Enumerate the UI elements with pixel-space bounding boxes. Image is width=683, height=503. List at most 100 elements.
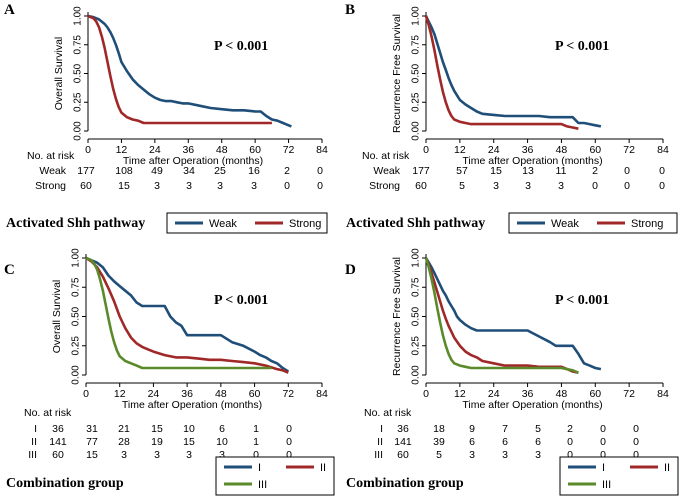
x-tick-label: 24 [488,144,500,156]
risk-value: 3 [154,180,160,192]
panel-label: D [345,262,356,278]
risk-value: 39 [433,436,445,448]
panel-label: A [4,2,15,18]
risk-value: 3 [525,180,531,192]
panel-label: B [345,2,355,18]
x-tick-label: 72 [283,144,295,156]
y-tick-label: 0.25 [411,336,422,356]
p-value: P < 0.001 [555,293,609,308]
x-tick-label: 60 [249,388,261,400]
risk-value: 49 [151,165,163,177]
legend-label: Strong [631,218,663,230]
risk-row-name: I [380,423,383,435]
x-tick-label: 0 [423,388,429,400]
risk-value: 141 [394,436,412,448]
risk-value: 0 [286,436,292,448]
x-tick-label: 36 [522,144,534,156]
risk-value: 3 [121,449,127,461]
risk-value: 11 [556,165,567,177]
risk-value: 36 [52,423,64,435]
risk-row-name: Weak [373,165,400,177]
risk-row-name: I [34,423,37,435]
risk-value: 77 [86,436,98,448]
survival-curve-weak [424,15,602,128]
risk-value: 25 [214,165,226,177]
risk-value: 15 [118,180,130,192]
risk-value: 177 [77,165,95,177]
x-tick-label: 24 [488,388,500,400]
y-tick-label: 0.75 [73,35,84,55]
risk-value: 0 [600,436,606,448]
risk-value: 0 [567,449,573,461]
x-tick-label: 24 [149,144,161,156]
risk-value: 5 [535,423,541,435]
y-tick-label: 0.25 [73,92,84,112]
risk-value: 34 [183,165,195,177]
risk-value: 0 [592,180,598,192]
risk-value: 15 [490,165,502,177]
legend-label: Weak [209,218,237,230]
risk-row-name: Weak [39,165,66,177]
risk-row-name: II [31,436,37,448]
x-tick-label: 36 [522,388,534,400]
legend-label: I [258,462,261,474]
x-tick-label: 12 [116,144,128,156]
y-tick-label: 0.50 [411,63,422,83]
x-tick-label: 36 [182,144,194,156]
survival-curve-i [85,256,289,373]
risk-value: 60 [52,449,64,461]
risk-value: 3 [217,180,223,192]
risk-value: 0 [624,165,630,177]
y-tick-label: 0.75 [71,277,82,297]
risk-value: 15 [151,423,163,435]
risk-table-header: No. at risk [24,407,72,419]
risk-value: 177 [412,165,430,177]
survival-curve-weak [87,14,292,128]
survival-curve-ii [85,256,289,374]
y-tick-label: 0.00 [411,365,422,385]
risk-value: 0 [600,449,606,461]
risk-value: 31 [86,423,98,435]
legend-label: III [602,479,611,491]
risk-value: 3 [502,449,508,461]
x-tick-label: 12 [454,388,466,400]
risk-value: 60 [80,180,92,192]
risk-value: 6 [535,436,541,448]
risk-value: 3 [493,180,499,192]
survival-curve-strong [424,15,579,130]
risk-value: 5 [436,449,442,461]
x-tick-label: 48 [556,388,568,400]
y-tick-label: 0.50 [71,306,82,326]
panel-d: D 0.00 0.25 0.50 0.75 1.00 Recurrence Free Sur… [345,248,679,496]
panel-label: C [4,262,15,278]
risk-value: 3 [469,449,475,461]
x-tick-label: 84 [316,388,328,400]
risk-row-name: III [28,449,37,461]
x-tick-label: 84 [657,144,669,156]
group-title: Activated Shh pathway [6,216,145,231]
p-value: P < 0.001 [555,39,609,54]
risk-value: 60 [397,449,409,461]
legend-box [215,456,335,496]
risk-value: 0 [659,165,665,177]
risk-value: 0 [633,436,639,448]
risk-value: 108 [115,165,133,177]
y-tick-label: 0.25 [71,336,82,356]
y-tick-label: 0.00 [71,365,82,385]
risk-value: 0 [633,449,639,461]
risk-value: 2 [592,165,598,177]
risk-value: 6 [502,436,508,448]
legend-label: Strong [289,218,321,230]
x-tick-label: 36 [181,388,193,400]
x-axis-title: Time after Operation (months) [122,399,262,411]
x-axis-title: Time after Operation (months) [123,155,263,167]
legend-box [166,212,328,234]
x-tick-label: 60 [589,388,601,400]
group-title: Combination group [346,476,464,491]
x-tick-label: 48 [216,144,228,156]
risk-value: 13 [522,165,534,177]
x-tick-label: 60 [249,144,261,156]
risk-value: 10 [216,436,228,448]
risk-value: 0 [253,449,259,461]
risk-value: 0 [600,423,606,435]
